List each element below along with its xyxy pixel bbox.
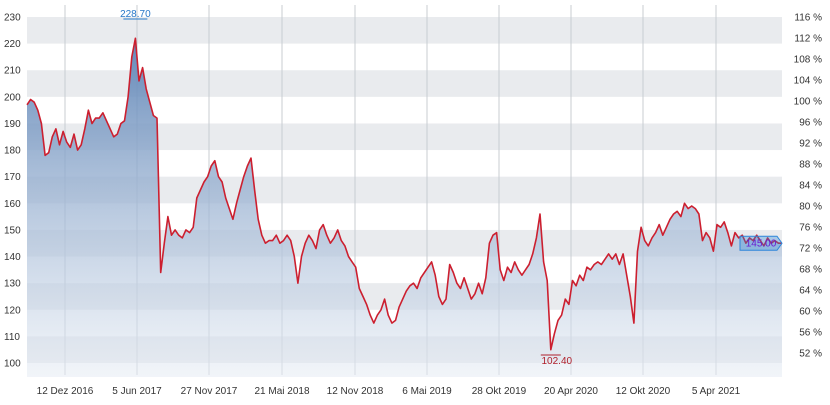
y2-tick-label: 60 %	[799, 307, 822, 318]
y-tick-label: 140	[4, 252, 21, 263]
x-tick-label: 12 Dez 2016	[37, 386, 94, 397]
y2-tick-label: 96 %	[799, 118, 822, 129]
x-tick-label: 6 Mai 2019	[402, 386, 452, 397]
y2-tick-label: 72 %	[799, 244, 822, 255]
chart-annotations: 228.70 102.40 145.00	[120, 9, 783, 367]
y-tick-label: 110	[4, 332, 20, 343]
y-tick-label: 180	[4, 146, 21, 157]
y2-tick-label: 56 %	[799, 328, 822, 339]
y-tick-label: 100	[4, 359, 21, 370]
y2-tick-label: 80 %	[799, 202, 822, 213]
y2-tick-label: 68 %	[799, 265, 822, 276]
y2-tick-label: 112 %	[794, 34, 822, 45]
x-tick-label: 5 Jun 2017	[112, 386, 162, 397]
y-tick-label: 170	[4, 172, 21, 183]
x-tick-label: 20 Apr 2020	[544, 386, 598, 397]
y2-tick-label: 104 %	[794, 76, 822, 87]
x-tick-label: 27 Nov 2017	[181, 386, 238, 397]
y-tick-label: 230	[4, 13, 21, 24]
y2-tick-label: 108 %	[794, 55, 822, 66]
price-area-fill	[27, 38, 782, 378]
x-tick-label: 28 Okt 2019	[472, 386, 527, 397]
y2-tick-label: 64 %	[799, 286, 822, 297]
price-line	[26, 37, 782, 351]
grid-band	[27, 17, 782, 44]
last-value-box	[739, 235, 783, 251]
y-tick-label: 160	[4, 199, 21, 210]
y2-tick-label: 88 %	[799, 160, 822, 171]
y2-tick-label: 76 %	[799, 223, 822, 234]
x-tick-label: 21 Mai 2018	[254, 386, 309, 397]
y2-tick-label: 116 %	[794, 13, 822, 24]
y2-tick-label: 84 %	[799, 181, 822, 192]
price-line-path	[26, 37, 782, 351]
y-tick-label: 130	[4, 279, 21, 290]
y2-tick-label: 100 %	[794, 97, 822, 108]
y-tick-label: 190	[4, 119, 21, 130]
max-label: 228.70	[120, 9, 151, 20]
y-axis-right: 52 % 56 % 60 % 64 % 68 % 72 % 76 % 80 % 84 % 88 %…	[794, 13, 822, 360]
y-tick-label: 200	[4, 92, 21, 103]
x-axis: 12 Dez 2016 5 Jun 2017 27 Nov 2017 21 Mai 2…	[37, 386, 741, 397]
y-tick-label: 220	[4, 39, 21, 50]
y-tick-label: 120	[4, 305, 21, 316]
min-label: 102.40	[542, 356, 573, 367]
grid-band	[27, 70, 782, 97]
y2-tick-label: 92 %	[799, 139, 822, 150]
y-axis-left: 100 110 120 130 140 150 160 170 180 190 200 210 220 2…	[4, 13, 21, 370]
y2-tick-label: 52 %	[799, 349, 822, 360]
x-tick-label: 12 Okt 2020	[616, 386, 671, 397]
y-tick-label: 210	[4, 66, 21, 77]
y-tick-label: 150	[4, 225, 21, 236]
x-tick-label: 12 Nov 2018	[327, 386, 384, 397]
last-value-label: 145.00	[746, 239, 777, 250]
price-area	[27, 38, 782, 378]
x-tick-label: 5 Apr 2021	[692, 386, 741, 397]
